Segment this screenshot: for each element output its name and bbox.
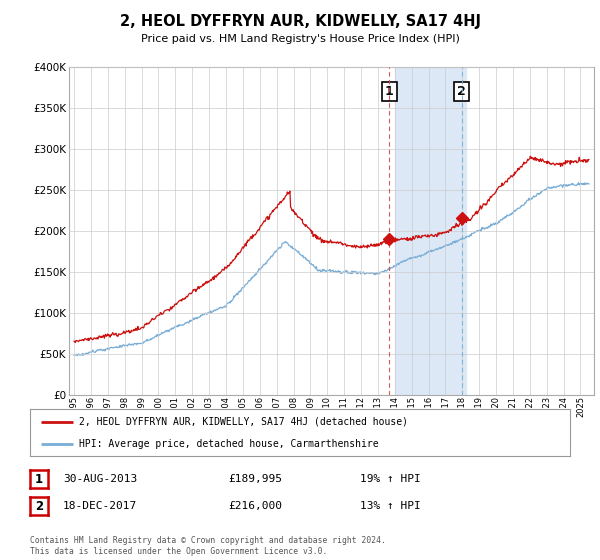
Text: 2, HEOL DYFFRYN AUR, KIDWELLY, SA17 4HJ (detached house): 2, HEOL DYFFRYN AUR, KIDWELLY, SA17 4HJ … [79, 417, 407, 427]
Text: £216,000: £216,000 [228, 501, 282, 511]
Text: HPI: Average price, detached house, Carmarthenshire: HPI: Average price, detached house, Carm… [79, 438, 378, 449]
Text: 2: 2 [35, 500, 43, 513]
Text: 19% ↑ HPI: 19% ↑ HPI [360, 474, 421, 484]
Text: 2: 2 [457, 85, 466, 98]
Text: 13% ↑ HPI: 13% ↑ HPI [360, 501, 421, 511]
Text: Price paid vs. HM Land Registry's House Price Index (HPI): Price paid vs. HM Land Registry's House … [140, 34, 460, 44]
Text: 30-AUG-2013: 30-AUG-2013 [63, 474, 137, 484]
Text: 18-DEC-2017: 18-DEC-2017 [63, 501, 137, 511]
Text: 1: 1 [385, 85, 394, 98]
Text: 1: 1 [35, 473, 43, 486]
Text: 2, HEOL DYFFRYN AUR, KIDWELLY, SA17 4HJ: 2, HEOL DYFFRYN AUR, KIDWELLY, SA17 4HJ [119, 14, 481, 29]
Text: £189,995: £189,995 [228, 474, 282, 484]
Text: Contains HM Land Registry data © Crown copyright and database right 2024.
This d: Contains HM Land Registry data © Crown c… [30, 536, 386, 556]
Bar [395, 67, 466, 395]
